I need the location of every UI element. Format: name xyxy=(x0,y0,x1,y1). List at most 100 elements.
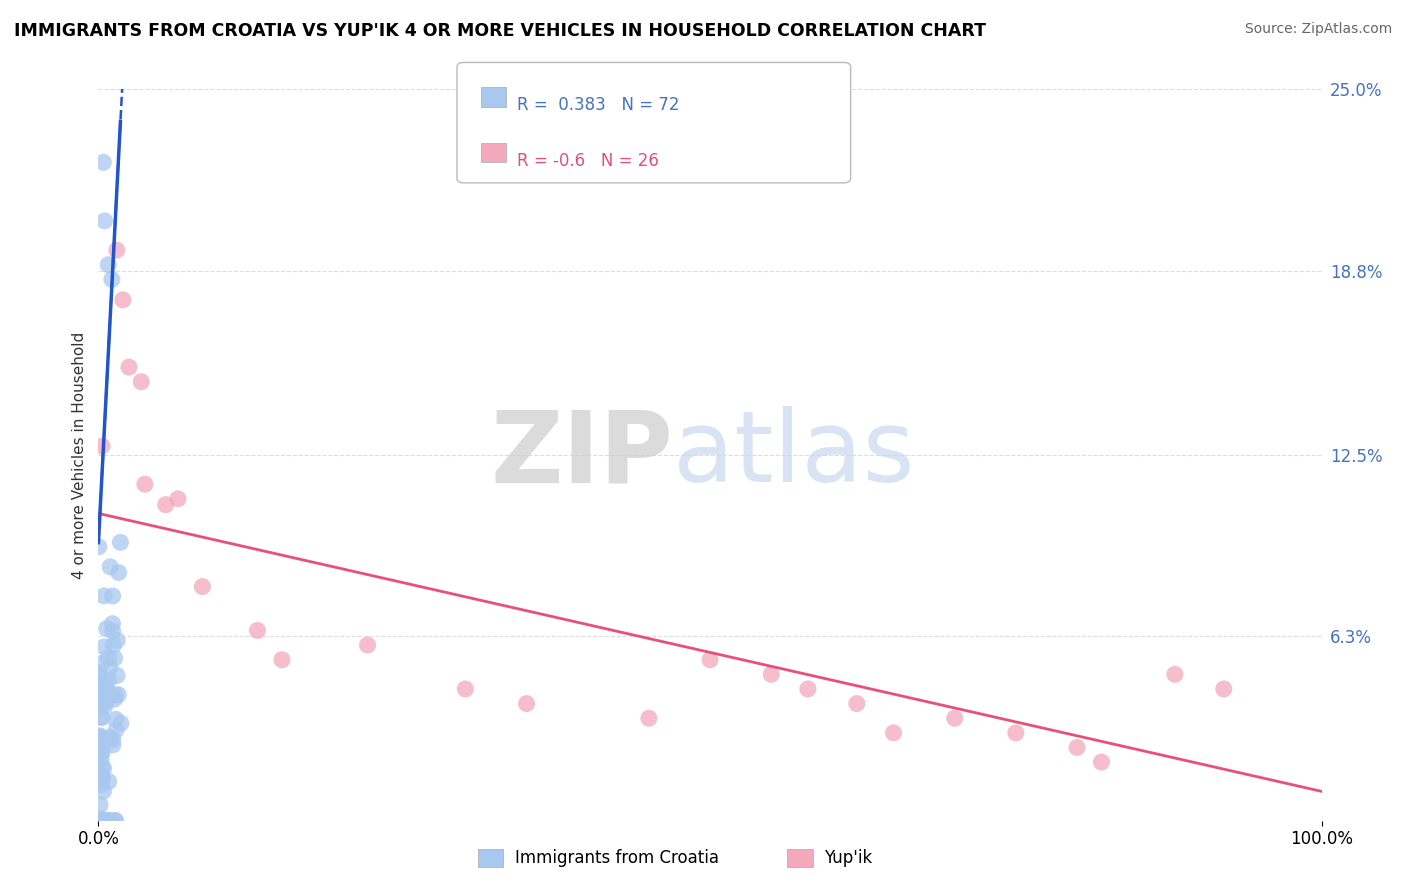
Point xyxy=(637,711,661,725)
Point xyxy=(90,694,112,708)
Point xyxy=(111,293,134,307)
Point xyxy=(356,638,378,652)
Point xyxy=(89,774,111,789)
Point xyxy=(129,375,152,389)
Text: Source: ZipAtlas.com: Source: ZipAtlas.com xyxy=(1244,22,1392,37)
Y-axis label: 4 or more Vehicles in Household: 4 or more Vehicles in Household xyxy=(72,331,87,579)
Point xyxy=(98,814,121,828)
Point xyxy=(87,540,110,554)
Point xyxy=(103,651,125,665)
Point xyxy=(97,650,120,665)
Point xyxy=(1066,740,1088,755)
Point xyxy=(93,761,115,775)
Point xyxy=(246,624,269,638)
Point xyxy=(94,699,117,714)
Point xyxy=(943,711,966,725)
Point xyxy=(91,155,114,169)
Text: R = -0.6   N = 26: R = -0.6 N = 26 xyxy=(517,152,659,169)
Point xyxy=(105,243,128,257)
Point xyxy=(90,745,112,759)
Point xyxy=(104,814,127,828)
Text: ZIP: ZIP xyxy=(491,407,673,503)
Point xyxy=(90,769,112,783)
Text: Immigrants from Croatia: Immigrants from Croatia xyxy=(515,849,718,867)
Point xyxy=(98,731,121,745)
Point xyxy=(93,214,115,228)
Text: R =  0.383   N = 72: R = 0.383 N = 72 xyxy=(517,96,681,114)
Point xyxy=(104,712,127,726)
Point xyxy=(90,657,112,671)
Point xyxy=(98,559,121,574)
Point xyxy=(89,683,111,698)
Point xyxy=(90,812,112,826)
Point xyxy=(91,772,114,787)
Point xyxy=(89,812,111,826)
Point xyxy=(134,477,156,491)
Point xyxy=(89,730,111,744)
Point xyxy=(110,716,132,731)
Point xyxy=(107,688,129,702)
Point xyxy=(91,761,114,775)
Point xyxy=(103,692,125,706)
Point xyxy=(454,681,477,696)
Point xyxy=(97,258,120,272)
Point xyxy=(270,653,294,667)
Point xyxy=(90,690,112,704)
Point xyxy=(104,688,127,702)
Point xyxy=(91,771,114,785)
Point xyxy=(89,729,111,743)
Point xyxy=(845,697,868,711)
Point xyxy=(96,622,118,636)
Point xyxy=(118,360,141,375)
Point xyxy=(883,726,905,740)
Point xyxy=(93,640,115,654)
Point xyxy=(91,692,114,706)
Point xyxy=(87,665,110,680)
Point xyxy=(89,797,111,812)
Point xyxy=(167,491,190,506)
Point xyxy=(699,653,721,667)
Point xyxy=(797,681,820,696)
Point xyxy=(101,738,124,752)
Point xyxy=(91,710,114,724)
Point xyxy=(90,710,112,724)
Point xyxy=(89,668,111,682)
Point xyxy=(90,752,112,766)
Point xyxy=(191,580,214,594)
Point xyxy=(103,638,125,652)
Point xyxy=(91,745,114,759)
Point xyxy=(101,272,124,286)
Point xyxy=(91,686,114,700)
Point xyxy=(110,535,132,549)
Point xyxy=(155,498,177,512)
Point xyxy=(93,679,115,693)
Point xyxy=(105,633,128,648)
Point xyxy=(93,589,115,603)
Point xyxy=(90,778,112,792)
Point xyxy=(101,732,124,747)
Point xyxy=(97,673,120,688)
Point xyxy=(105,668,128,682)
Point xyxy=(94,681,117,696)
Point xyxy=(97,814,120,828)
Point xyxy=(89,675,111,690)
Point xyxy=(1164,667,1187,681)
Point xyxy=(97,774,120,789)
Point xyxy=(1004,726,1026,740)
Point xyxy=(761,667,783,681)
Point xyxy=(516,697,538,711)
Point xyxy=(1212,681,1234,696)
Text: atlas: atlas xyxy=(673,407,915,503)
Point xyxy=(101,616,124,631)
Point xyxy=(93,784,115,798)
Point xyxy=(101,624,124,639)
Point xyxy=(94,678,117,692)
Point xyxy=(107,566,129,580)
Point xyxy=(94,695,117,709)
Point xyxy=(1090,755,1112,769)
Point xyxy=(98,660,121,674)
Text: IMMIGRANTS FROM CROATIA VS YUP'IK 4 OR MORE VEHICLES IN HOUSEHOLD CORRELATION CH: IMMIGRANTS FROM CROATIA VS YUP'IK 4 OR M… xyxy=(14,22,986,40)
Point xyxy=(105,723,128,737)
Point xyxy=(96,814,118,828)
Point xyxy=(87,741,110,756)
